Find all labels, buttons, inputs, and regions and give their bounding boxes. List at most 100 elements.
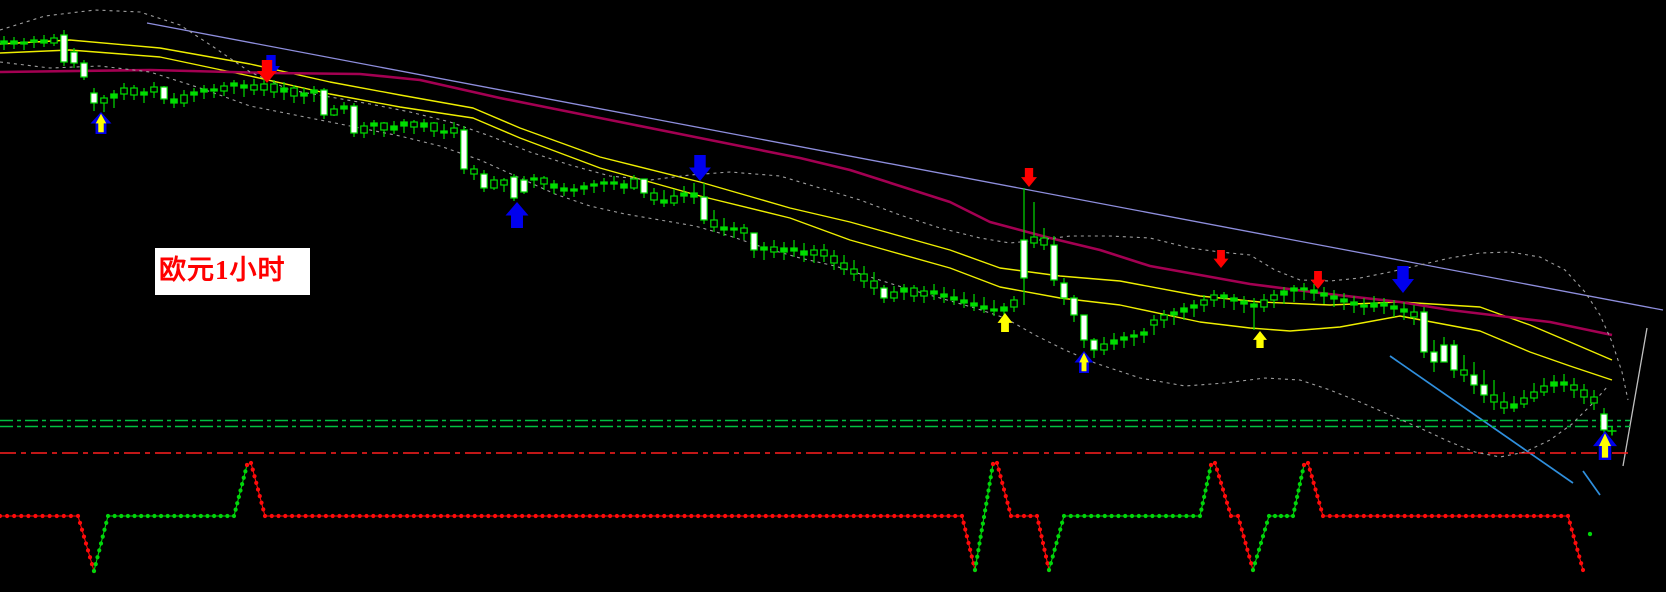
candle — [830, 250, 838, 270]
candle — [1420, 307, 1428, 358]
indicator-dot — [547, 513, 552, 519]
indicator-dot — [984, 501, 989, 506]
candle — [460, 126, 468, 174]
candle — [620, 180, 628, 194]
indicator-dot — [1249, 561, 1254, 566]
indicator-dot — [1150, 513, 1155, 519]
candle-body — [840, 262, 848, 270]
indicator-dot — [1052, 547, 1057, 552]
candle-body — [1280, 290, 1288, 296]
indicator-dot — [1123, 513, 1128, 519]
indicator-dot — [1197, 513, 1203, 519]
indicator-dot — [1368, 513, 1373, 519]
indicator-dot — [1007, 507, 1012, 512]
candle-body — [160, 86, 168, 100]
indicator-dot — [1531, 513, 1537, 519]
candle-body — [470, 168, 478, 175]
candle-body — [1100, 343, 1108, 351]
candle-body — [1410, 311, 1418, 318]
indicator-dot — [959, 513, 965, 519]
indicator-dot — [1157, 513, 1162, 519]
candle-body — [10, 40, 18, 45]
candle-body — [1380, 302, 1388, 307]
candle — [1390, 300, 1398, 317]
candle-body — [1510, 403, 1518, 409]
indicator-dot — [1315, 494, 1320, 499]
indicator-dot — [1045, 561, 1050, 566]
candle-body — [990, 308, 998, 312]
candle-body — [20, 41, 28, 45]
indicator-dot — [257, 494, 262, 499]
indicator-dot — [1241, 534, 1246, 539]
indicator-dot — [1309, 474, 1314, 479]
indicator-dot — [350, 513, 356, 519]
indicator-dot — [783, 513, 789, 519]
candle-body — [1270, 294, 1278, 301]
candle — [760, 242, 768, 260]
indicator-dot — [989, 468, 994, 473]
indicator-dot — [1075, 513, 1080, 519]
indicator-dot — [990, 461, 996, 467]
candle-body — [1590, 396, 1598, 404]
candle — [1180, 303, 1188, 320]
indicator-dot — [1203, 488, 1208, 493]
indicator-dot — [1250, 567, 1256, 573]
indicator-dot — [172, 513, 177, 519]
candle — [1330, 290, 1338, 307]
candle-body — [690, 192, 698, 198]
candle — [1460, 355, 1468, 382]
indicator-dot — [1334, 513, 1339, 519]
candle-body — [130, 87, 138, 96]
candle-body — [500, 179, 508, 186]
indicator-dot — [112, 513, 117, 519]
candle — [1050, 236, 1058, 286]
indicator-dot — [85, 548, 91, 553]
yellow-arrow-icon — [997, 313, 1013, 332]
indicator-dot — [1307, 467, 1312, 472]
descending-trendline — [146, 22, 1664, 311]
candle — [1310, 284, 1318, 301]
candle-body — [1480, 384, 1488, 396]
indicator-dot — [1136, 513, 1141, 519]
indicator-dot — [262, 513, 268, 519]
candle-body — [520, 179, 528, 193]
indicator-dot — [472, 513, 477, 519]
candle — [50, 34, 58, 46]
indicator-dot — [499, 513, 504, 519]
indicator-dot — [418, 513, 423, 519]
candle-body — [1070, 297, 1078, 316]
candle — [850, 260, 858, 281]
candle — [1100, 337, 1108, 355]
indicator-dot — [97, 548, 102, 553]
candle-body — [180, 94, 188, 104]
candle-body — [860, 273, 868, 282]
indicator-dot — [125, 513, 130, 519]
down-arrow-red-sell-signal — [1310, 271, 1326, 289]
candles-layer — [0, 30, 1608, 434]
indicator-dot — [1036, 520, 1041, 525]
indicator-dot — [838, 513, 843, 519]
candle — [660, 190, 668, 207]
candle-body — [70, 51, 78, 64]
candle-body — [850, 268, 858, 275]
indicator-dot — [1580, 567, 1586, 573]
chart-symbol-label: 欧元1小时 — [155, 248, 310, 295]
candle — [960, 292, 968, 308]
indicator-dot — [628, 513, 633, 519]
blue-arrow-icon — [505, 202, 529, 228]
candle-body — [1060, 282, 1068, 299]
indicator-dot — [77, 520, 83, 525]
indicator-dot — [303, 513, 308, 519]
candle — [1580, 384, 1588, 404]
indicator-dot — [459, 513, 464, 519]
candle — [330, 105, 338, 116]
up-arrow-yellow-buy-signal — [1253, 331, 1267, 348]
candle-body — [310, 89, 318, 94]
indicator-dot — [976, 548, 981, 553]
candle-body — [620, 183, 628, 189]
indicator-dot — [233, 507, 238, 512]
candle — [0, 36, 8, 50]
band-lower-yellow — [0, 49, 1613, 381]
indicator-dot — [1089, 513, 1094, 519]
